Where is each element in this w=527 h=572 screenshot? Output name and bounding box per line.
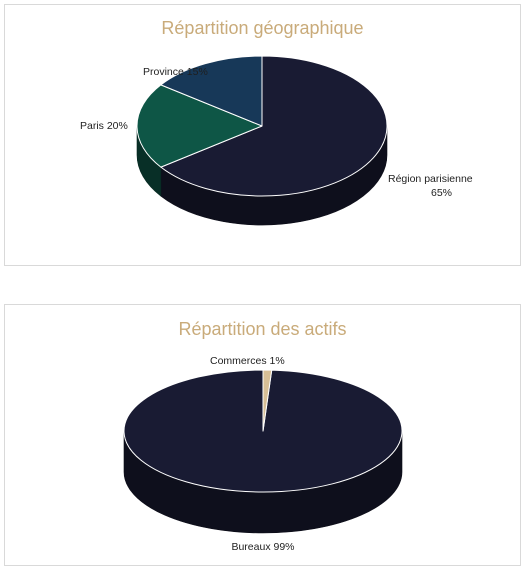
pie-label-region-parisienne: Région parisienne 65% <box>388 173 473 199</box>
chart-panel-assets: Répartition des actifs Bureaux 99% Commer… <box>4 304 521 566</box>
pie-label-province: Province 15% <box>143 66 208 78</box>
chart-title: Répartition géographique <box>161 18 364 38</box>
pie-chart-geographic: Région parisienne 65% Paris 20% Province 15… <box>80 55 473 226</box>
pie-slice-region-parisienne <box>160 55 388 197</box>
pie-slice-commerces <box>262 369 273 432</box>
pie-slice-paris <box>136 84 263 168</box>
chart-title: Répartition des actifs <box>178 319 347 339</box>
pie-slice-province <box>160 55 263 127</box>
pie-label-commerces: Commerces 1% <box>210 355 285 367</box>
pie-chart-assets: Bureaux 99% Commerces 1% <box>123 355 403 553</box>
chart-panel-geographic: Répartition géographique Région parisien… <box>4 4 521 266</box>
pie-label-paris: Paris 20% <box>80 120 128 132</box>
pie-label-bureaux: Bureaux 99% <box>231 541 294 553</box>
